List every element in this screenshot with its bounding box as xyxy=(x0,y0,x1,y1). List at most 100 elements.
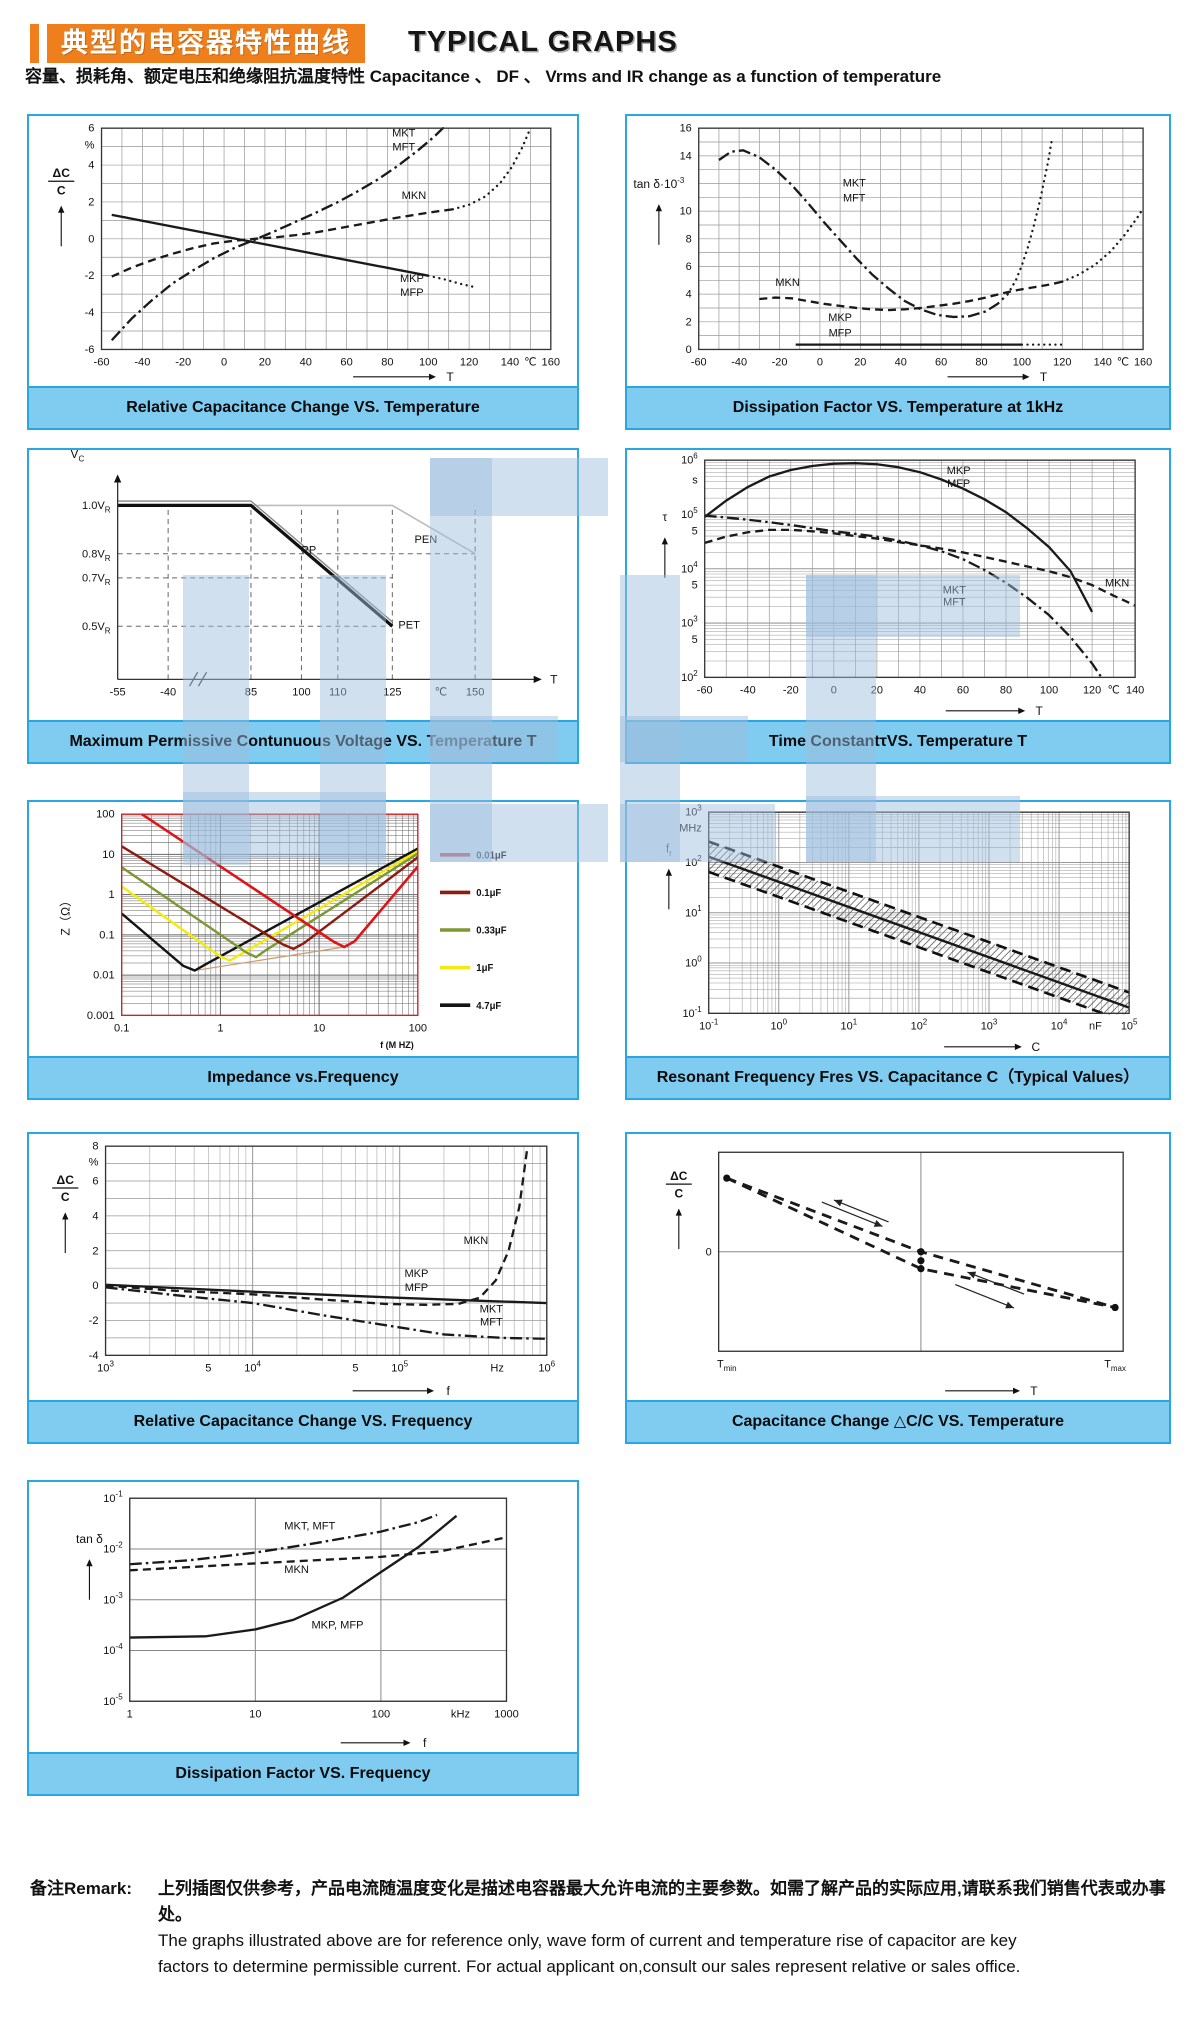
svg-text:102: 102 xyxy=(681,669,698,684)
svg-text:60: 60 xyxy=(340,357,352,369)
svg-text:MFT: MFT xyxy=(480,1317,503,1329)
chart-capacitance-change-vs-frequency: 103 5 104 5 105 Hz 106 8% 6 4 2 0 -2 -4 MKP MFP MKN MKT MF… xyxy=(29,1134,577,1400)
remark-english-line-1: The graphs illustrated above are for ref… xyxy=(158,1931,1017,1950)
svg-text:-60: -60 xyxy=(691,357,707,369)
svg-text:10: 10 xyxy=(313,1023,325,1035)
svg-text:MFT: MFT xyxy=(392,141,415,153)
svg-text:MFP: MFP xyxy=(400,287,423,299)
svg-text:T: T xyxy=(446,370,454,384)
svg-text:MKN: MKN xyxy=(402,190,427,202)
svg-text:f (M HZ): f (M HZ) xyxy=(380,1040,414,1050)
svg-text:120: 120 xyxy=(460,357,478,369)
svg-text:14: 14 xyxy=(680,150,692,162)
svg-text:ΔC: ΔC xyxy=(57,1173,75,1187)
svg-text:80: 80 xyxy=(975,357,987,369)
svg-text:10: 10 xyxy=(102,849,114,861)
svg-text:80: 80 xyxy=(381,357,393,369)
svg-text:5: 5 xyxy=(692,580,698,592)
svg-text:fr: fr xyxy=(666,841,672,858)
svg-text:MKP, MFP: MKP, MFP xyxy=(311,1620,363,1632)
svg-text:105: 105 xyxy=(391,1359,408,1374)
svg-text:120: 120 xyxy=(1083,685,1101,697)
svg-text:ΔC: ΔC xyxy=(670,1169,688,1183)
svg-text:6: 6 xyxy=(92,1176,98,1188)
svg-text:-4: -4 xyxy=(85,307,95,319)
svg-text:-20: -20 xyxy=(772,357,788,369)
svg-text:2: 2 xyxy=(88,196,94,208)
svg-text:100: 100 xyxy=(1013,357,1031,369)
svg-text:1: 1 xyxy=(217,1023,223,1035)
svg-text:MKT: MKT xyxy=(480,1304,504,1316)
svg-text:101: 101 xyxy=(685,904,702,919)
chinese-title-badge: 典型的电容器特性曲线 xyxy=(47,24,365,63)
svg-text:60: 60 xyxy=(935,357,947,369)
svg-text:80: 80 xyxy=(1000,685,1012,697)
svg-text:4: 4 xyxy=(92,1210,98,1222)
chart-caption: Relative Capacitance Change VS. Frequenc… xyxy=(29,1400,577,1442)
panel-max-voltage-vs-temperature: -55 -40 85 100 110 125 ℃ 150 1.0VR 0.8VR 0.7VR 0.5V… xyxy=(27,448,579,764)
svg-text:MKP: MKP xyxy=(828,312,852,324)
svg-text:5: 5 xyxy=(352,1363,358,1375)
svg-text:-20: -20 xyxy=(783,685,799,697)
svg-text:MKN: MKN xyxy=(775,277,799,289)
svg-text:nF: nF xyxy=(1089,1020,1102,1032)
svg-text:20: 20 xyxy=(871,685,883,697)
svg-text:%: % xyxy=(85,139,95,151)
svg-text:10: 10 xyxy=(249,1708,261,1720)
svg-text:ΔC: ΔC xyxy=(53,166,71,180)
svg-text:100: 100 xyxy=(770,1017,787,1032)
svg-text:103: 103 xyxy=(981,1017,998,1032)
svg-text:140: 140 xyxy=(501,357,519,369)
panel-impedance-vs-frequency: 0.1 1 10 100 100 10 1 0.1 0.01 0.001 Z（Ω） f (M HZ) 0… xyxy=(27,800,579,1100)
svg-text:140: 140 xyxy=(1126,685,1144,697)
svg-text:MKN: MKN xyxy=(1105,577,1129,589)
svg-text:MFP: MFP xyxy=(405,1282,428,1294)
svg-text:10-5: 10-5 xyxy=(103,1693,123,1708)
svg-text:16: 16 xyxy=(680,123,692,135)
svg-text:C: C xyxy=(61,1190,70,1204)
svg-text:Tmin: Tmin xyxy=(717,1358,737,1373)
svg-text:T: T xyxy=(1036,704,1044,718)
svg-text:2: 2 xyxy=(92,1245,98,1257)
svg-text:5: 5 xyxy=(205,1363,211,1375)
svg-text:6: 6 xyxy=(88,123,94,135)
chart-capacitance-change-vs-temperature: -60 -40 -20 0 20 40 60 80 100 120 140 ℃ 160 6% 4 2 0 -2 -4… xyxy=(29,116,577,386)
svg-text:100: 100 xyxy=(409,1023,427,1035)
svg-text:100: 100 xyxy=(685,954,702,969)
svg-text:MKN: MKN xyxy=(284,1564,309,1576)
orange-accent-bar xyxy=(30,24,39,63)
chart-caption: Time ConstantτVS. Temperature T xyxy=(627,720,1169,762)
svg-text:0: 0 xyxy=(221,357,227,369)
svg-text:160: 160 xyxy=(542,357,560,369)
svg-text:0.5VR: 0.5VR xyxy=(82,621,111,636)
remark-label: 备注Remark: xyxy=(30,1879,133,1898)
svg-text:℃: ℃ xyxy=(435,687,447,699)
svg-text:MFP: MFP xyxy=(947,478,970,490)
svg-text:-40: -40 xyxy=(160,687,176,699)
svg-text:-20: -20 xyxy=(175,357,191,369)
svg-text:106: 106 xyxy=(681,452,698,467)
remark-english-line-2: factors to determine permissible current… xyxy=(158,1957,1021,1976)
svg-text:10-1: 10-1 xyxy=(682,1005,702,1020)
svg-text:103: 103 xyxy=(681,614,698,629)
svg-text:τ: τ xyxy=(662,510,667,524)
svg-text:8: 8 xyxy=(92,1141,98,1153)
svg-text:Tmax: Tmax xyxy=(1104,1358,1126,1373)
svg-text:tan δ: tan δ xyxy=(76,1532,103,1546)
svg-text:0: 0 xyxy=(817,357,823,369)
chart-dissipation-factor-vs-temperature: -60 -40 -20 0 20 40 60 80 100 120 140 ℃ 160 16 14 10 8 6 4… xyxy=(627,116,1169,386)
svg-text:f: f xyxy=(446,1384,450,1398)
svg-text:102: 102 xyxy=(685,854,702,869)
svg-text:85: 85 xyxy=(245,687,257,699)
svg-text:1: 1 xyxy=(127,1708,133,1720)
svg-text:MKN: MKN xyxy=(464,1235,489,1247)
svg-text:2: 2 xyxy=(686,316,692,328)
svg-text:%: % xyxy=(89,1156,99,1168)
footer-remark: 备注Remark: 上列插图仅供参考，产品电流随温度变化是描述电容器最大允许电流… xyxy=(30,1876,1180,1980)
chart-max-voltage-vs-temperature: -55 -40 85 100 110 125 ℃ 150 1.0VR 0.8VR 0.7VR 0.5V… xyxy=(29,450,577,720)
svg-text:5: 5 xyxy=(692,525,698,537)
svg-text:40: 40 xyxy=(895,357,907,369)
svg-text:0.1μF: 0.1μF xyxy=(476,888,501,899)
chart-caption: Maximum Permissive Contunuous Voltage VS… xyxy=(29,720,577,762)
svg-text:VC: VC xyxy=(70,450,84,464)
